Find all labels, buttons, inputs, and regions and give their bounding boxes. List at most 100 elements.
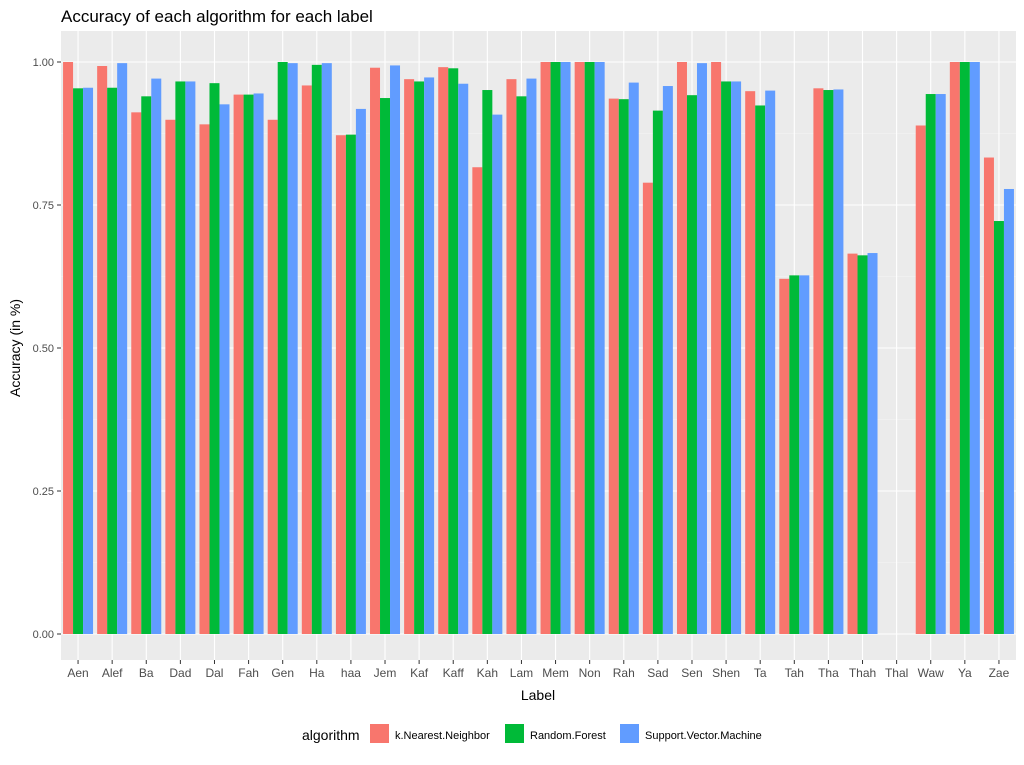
bar-Fah-Random.Forest	[243, 94, 254, 634]
bar-Gen-Support.Vector.Machine	[287, 63, 298, 635]
bar-Aen-Random.Forest	[73, 88, 84, 634]
bar-Alef-Support.Vector.Machine	[117, 63, 128, 635]
bar-Ya-Support.Vector.Machine	[969, 62, 980, 634]
y-tick-label: 0.00	[33, 629, 54, 641]
x-tick-label: Ha	[309, 666, 325, 680]
bar-Waw-k.Nearest.Neighbor	[915, 125, 926, 634]
legend: algorithm k.Nearest.Neighbor Random.Fores…	[302, 724, 762, 743]
x-tick-label: Alef	[102, 666, 123, 680]
x-tick-label: Tah	[785, 666, 804, 680]
bar-Thah-Random.Forest	[857, 255, 868, 634]
bar-Rah-Support.Vector.Machine	[628, 82, 639, 635]
bar-Waw-Support.Vector.Machine	[935, 94, 946, 635]
x-tick-label: Thal	[885, 666, 908, 680]
x-tick-label: Aen	[67, 666, 88, 680]
legend-key-k.Nearest.Neighbor	[370, 724, 389, 743]
bar-Shen-k.Nearest.Neighbor	[711, 62, 722, 634]
x-tick-label: Waw	[918, 666, 945, 680]
bar-haa-Support.Vector.Machine	[355, 108, 366, 635]
bar-Aen-Support.Vector.Machine	[83, 87, 94, 635]
bar-Lam-Support.Vector.Machine	[526, 78, 537, 634]
bar-Lam-Random.Forest	[516, 96, 527, 634]
bar-Ba-Random.Forest	[141, 96, 152, 634]
x-tick-label: Fah	[238, 666, 259, 680]
x-tick-label: Sen	[681, 666, 702, 680]
bar-Sen-k.Nearest.Neighbor	[676, 62, 687, 634]
bar-Tha-Support.Vector.Machine	[833, 89, 844, 635]
legend-label-Random.Forest: Random.Forest	[530, 730, 606, 742]
bar-Mem-Random.Forest	[550, 62, 561, 634]
bar-Tha-k.Nearest.Neighbor	[813, 88, 824, 634]
x-tick-label: Mem	[542, 666, 569, 680]
y-axis-title: Accuracy (in %)	[7, 299, 23, 397]
legend-label-k.Nearest.Neighbor: k.Nearest.Neighbor	[395, 730, 490, 742]
x-axis-title: Label	[521, 687, 555, 703]
bar-Kaff-k.Nearest.Neighbor	[438, 67, 449, 634]
x-tick-label: Non	[579, 666, 601, 680]
y-tick-label: 1.00	[33, 57, 54, 69]
bar-Dad-Support.Vector.Machine	[185, 81, 196, 634]
legend-key-Support.Vector.Machine	[620, 724, 639, 743]
bar-Sad-Random.Forest	[652, 110, 663, 635]
x-tick-label: Jem	[374, 666, 397, 680]
bar-Lam-k.Nearest.Neighbor	[506, 79, 517, 634]
bar-Zae-Random.Forest	[993, 221, 1004, 635]
bar-Sad-Support.Vector.Machine	[662, 86, 673, 635]
x-tick-label: Shen	[712, 666, 740, 680]
bar-Gen-Random.Forest	[277, 62, 288, 634]
bar-Ya-Random.Forest	[959, 62, 970, 634]
x-tick-label: Dal	[205, 666, 223, 680]
x-tick-label: Zae	[989, 666, 1010, 680]
bar-Dad-k.Nearest.Neighbor	[165, 119, 176, 635]
x-tick-label: Ba	[139, 666, 154, 680]
bar-Gen-k.Nearest.Neighbor	[267, 119, 278, 635]
x-tick-label: Dad	[169, 666, 191, 680]
bar-Dad-Random.Forest	[175, 81, 186, 634]
bar-Dal-Support.Vector.Machine	[219, 104, 230, 634]
x-tick-label: Rah	[613, 666, 635, 680]
bar-Non-Support.Vector.Machine	[594, 62, 605, 634]
bar-Ya-k.Nearest.Neighbor	[949, 62, 960, 634]
bar-Ha-Random.Forest	[311, 64, 322, 635]
bar-Fah-Support.Vector.Machine	[253, 93, 264, 634]
bar-Alef-k.Nearest.Neighbor	[97, 66, 108, 634]
bar-Ba-Support.Vector.Machine	[151, 78, 162, 634]
bar-Dal-Random.Forest	[209, 83, 220, 634]
bar-Ta-k.Nearest.Neighbor	[745, 91, 756, 634]
bar-Kah-k.Nearest.Neighbor	[472, 167, 483, 635]
bar-haa-k.Nearest.Neighbor	[335, 135, 346, 634]
x-tick-label: Sad	[647, 666, 668, 680]
bar-Tah-Support.Vector.Machine	[799, 275, 810, 634]
x-tick-label: Thah	[849, 666, 876, 680]
bar-Tah-Random.Forest	[789, 275, 800, 634]
bar-Rah-k.Nearest.Neighbor	[608, 98, 619, 634]
x-tick-label: Ta	[754, 666, 767, 680]
x-tick-label: haa	[341, 666, 361, 680]
bar-Thah-Support.Vector.Machine	[867, 253, 878, 634]
chart-title: Accuracy of each algorithm for each labe…	[61, 7, 373, 26]
bar-Kah-Random.Forest	[482, 90, 493, 634]
bar-Mem-Support.Vector.Machine	[560, 62, 571, 634]
bar-Dal-k.Nearest.Neighbor	[199, 124, 210, 635]
x-tick-label: Gen	[271, 666, 294, 680]
bar-Kah-Support.Vector.Machine	[492, 114, 503, 634]
legend-title: algorithm	[302, 727, 360, 743]
legend-label-Support.Vector.Machine: Support.Vector.Machine	[645, 730, 762, 742]
bar-Waw-Random.Forest	[925, 94, 936, 635]
bar-Aen-k.Nearest.Neighbor	[63, 62, 74, 634]
bar-Shen-Support.Vector.Machine	[731, 81, 742, 634]
bar-Zae-k.Nearest.Neighbor	[983, 157, 994, 635]
bar-Ha-Support.Vector.Machine	[321, 63, 332, 635]
bar-Ha-k.Nearest.Neighbor	[301, 85, 312, 634]
bar-Kaff-Random.Forest	[448, 68, 459, 635]
x-tick-label: Ya	[958, 666, 972, 680]
bar-Sad-k.Nearest.Neighbor	[642, 182, 653, 634]
y-tick-label: 0.50	[33, 343, 54, 355]
bar-Ba-k.Nearest.Neighbor	[131, 112, 142, 634]
bar-Fah-k.Nearest.Neighbor	[233, 94, 244, 634]
y-tick-label: 0.75	[33, 200, 54, 212]
bar-Non-k.Nearest.Neighbor	[574, 62, 585, 634]
y-tick-label: 0.25	[33, 486, 54, 498]
x-axis-ticks: Aen Alef Ba Dad Dal Fah Gen Ha haa Jem Kaf Kaff Kah L…	[67, 660, 1010, 680]
